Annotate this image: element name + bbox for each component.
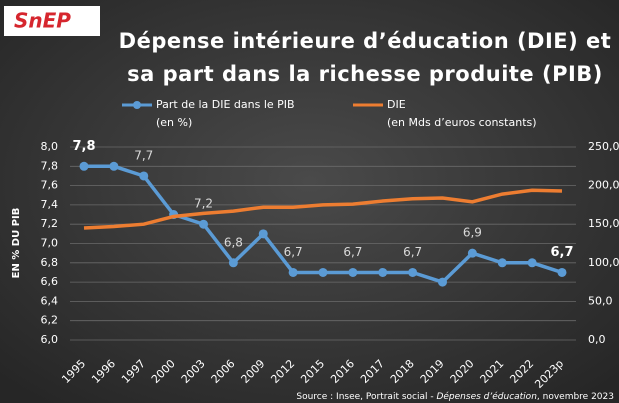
point	[258, 229, 268, 239]
point	[527, 258, 537, 268]
logo-box	[4, 6, 100, 36]
chart-title: sa part dans la richesse produite (PIB)	[127, 62, 603, 86]
y-tick-label: 7,2	[41, 217, 59, 230]
series-line	[83, 188, 563, 230]
data-label: 6,7	[403, 245, 422, 259]
y2-tick-label: 150,0	[588, 217, 619, 230]
y2-tick-label: 100,0	[588, 256, 619, 269]
y2-tick-label: 200,0	[588, 179, 619, 192]
data-label: 6,8	[224, 235, 243, 249]
point	[109, 161, 119, 171]
y-tick-label: 6,6	[41, 275, 59, 288]
y-tick-label: 7,0	[41, 237, 59, 250]
legend-label: Part de la DIE dans le PIB	[156, 98, 295, 111]
data-label: 7,2	[194, 197, 213, 211]
point	[467, 248, 477, 258]
chart-title: Dépense intérieure d’éducation (DIE) et	[119, 29, 612, 53]
point	[228, 258, 238, 268]
y-tick-label: 6,8	[41, 256, 59, 269]
y-tick-label: 8,0	[41, 140, 59, 153]
y2-tick-label: 250,0	[588, 140, 619, 153]
logo: SnEP	[14, 9, 71, 33]
point	[378, 267, 388, 277]
source-part: Dépenses d’éducation	[436, 391, 537, 402]
point	[438, 277, 447, 287]
y2-tick-label: 0,0	[588, 333, 606, 346]
legend-note: (en Mds d’euros constants)	[387, 116, 537, 129]
point	[318, 267, 328, 277]
legend-label: DIE	[387, 98, 406, 111]
y-tick-label: 7,8	[41, 159, 59, 172]
data-label: 7,8	[72, 139, 95, 154]
source-part: Source : Insee, Portrait social -	[296, 392, 436, 402]
data-label: 7,7	[134, 148, 153, 162]
y2-tick-label: 50,0	[588, 294, 613, 307]
point	[408, 267, 418, 277]
data-label: 6,7	[550, 245, 573, 260]
y-tick-label: 7,4	[41, 198, 59, 211]
y-axis-label: EN % DU PIB	[11, 208, 22, 279]
point	[199, 219, 208, 229]
y-tick-label: 6,0	[41, 333, 59, 346]
y-tick-label: 6,2	[41, 314, 59, 327]
point	[557, 267, 567, 277]
data-label: 6,7	[284, 245, 303, 259]
y-tick-label: 6,4	[41, 294, 59, 307]
point	[497, 258, 507, 268]
data-label: 6,7	[343, 245, 362, 259]
point	[288, 267, 298, 277]
y-tick-label: 7,6	[41, 179, 59, 192]
legend-marker	[133, 101, 141, 109]
data-label: 6,9	[463, 226, 482, 240]
point	[348, 267, 358, 277]
source-part: , novembre 2023	[537, 392, 614, 402]
source: Source : Insee, Portrait social - Dépens…	[296, 391, 614, 402]
point	[139, 171, 149, 181]
legend-note: (en %)	[156, 116, 192, 129]
point	[79, 161, 89, 171]
